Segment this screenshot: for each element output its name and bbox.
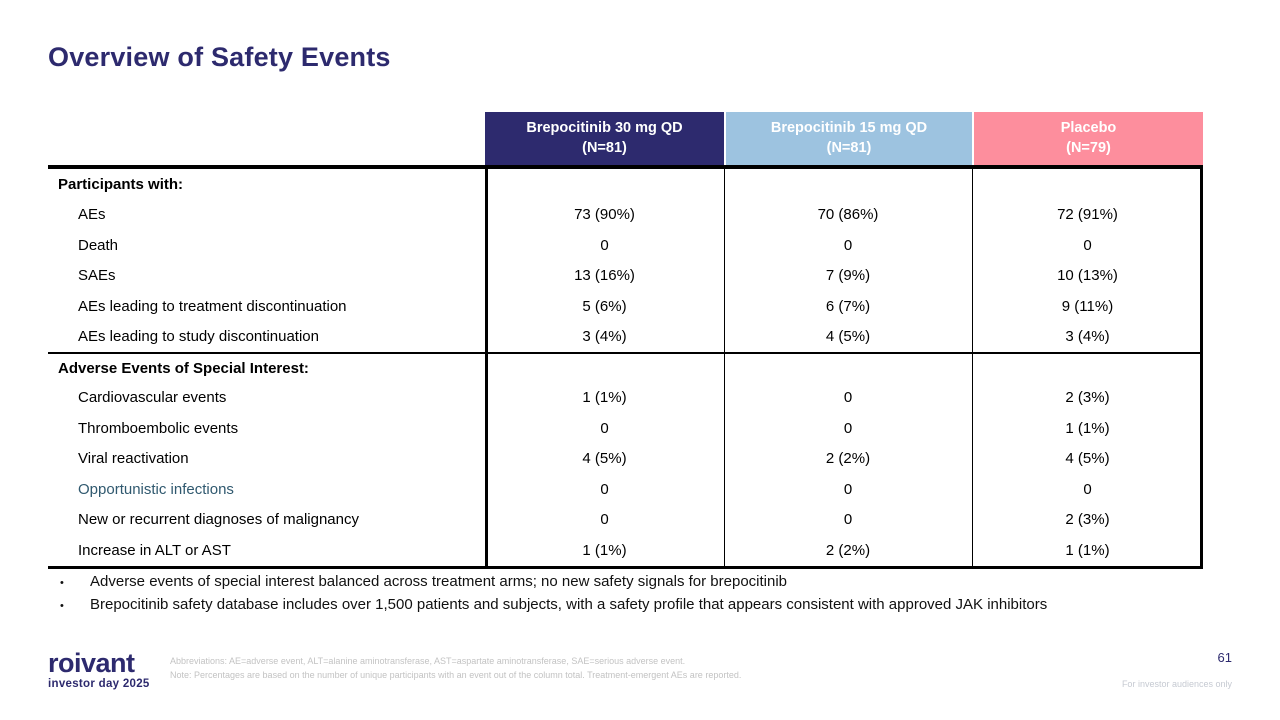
cell-value: 10 (13%) [1057, 267, 1118, 285]
cell-value: 2 (3%) [1065, 389, 1110, 407]
cell-value: 1 (1%) [1065, 541, 1110, 559]
table-row: Thromboembolic events 0 0 1 (1%) [48, 413, 1203, 444]
cell-value: 0 [843, 419, 853, 437]
roivant-logo: roivant investor day 2025 [48, 648, 150, 691]
column-header-line1: Brepocitinib 15 mg QD [770, 119, 928, 136]
row-label: New or recurrent diagnoses of malignancy [78, 511, 359, 529]
table-row: Increase in ALT or AST 1 (1%) 2 (2%) 1 (… [48, 535, 1203, 566]
cell-value: 13 (16%) [574, 267, 635, 285]
audience-disclaimer: For investor audiences only [1121, 679, 1232, 689]
bullet-icon: • [60, 600, 64, 613]
page-number: 61 [1217, 650, 1232, 665]
footnotes: Abbreviations: AE=adverse event, ALT=ala… [170, 655, 741, 682]
table-row: New or recurrent diagnoses of malignancy… [48, 505, 1203, 536]
column-header-line2: (N=81) [582, 139, 627, 156]
table-body: Participants with: AEs 73 (90%) 70 (86%)… [48, 165, 1203, 569]
table-row: SAEs 13 (16%) 7 (9%) 10 (13%) [48, 261, 1203, 292]
section-header: Adverse Events of Special Interest: [58, 359, 309, 377]
row-label: Viral reactivation [78, 450, 189, 468]
row-label: AEs [78, 206, 106, 224]
cell-value: 4 (5%) [1065, 450, 1110, 468]
cell-value: 0 [843, 511, 853, 529]
header-spacer [48, 112, 485, 165]
page-title: Overview of Safety Events [48, 42, 391, 72]
cell-value: 0 [843, 389, 853, 407]
logo-wordmark: roivant [48, 648, 135, 678]
cell-value: 6 (7%) [825, 297, 871, 315]
row-label: Cardiovascular events [78, 389, 227, 407]
row-label: AEs leading to study discontinuation [78, 328, 319, 346]
table-border-right [1200, 169, 1203, 566]
cell-value: 3 (4%) [1065, 328, 1110, 346]
table-border-left [485, 169, 488, 566]
table-row: AEs 73 (90%) 70 (86%) 72 (91%) [48, 200, 1203, 231]
column-header-brepocitinib-15mg: Brepocitinib 15 mg QD (N=81) [724, 112, 972, 165]
table-row: AEs leading to study discontinuation 3 (… [48, 322, 1203, 353]
table-row: Cardiovascular events 1 (1%) 0 2 (3%) [48, 383, 1203, 414]
cell-value: 0 [843, 480, 853, 498]
column-header-placebo: Placebo (N=79) [972, 112, 1203, 165]
bullet-icon: • [60, 577, 64, 589]
cell-value: 2 (3%) [1065, 511, 1110, 529]
logo-subtitle: investor day 2025 [48, 678, 150, 690]
table-row: Death 0 0 0 [48, 230, 1203, 261]
column-header-line1: Brepocitinib 30 mg QD [526, 119, 683, 136]
section-header-row: Participants with: [48, 169, 1203, 200]
table-header-row: Brepocitinib 30 mg QD (N=81) Brepocitini… [48, 112, 1203, 165]
cell-value: 70 (86%) [817, 206, 879, 224]
table-row: AEs leading to treatment discontinuation… [48, 291, 1203, 322]
key-takeaways: • Adverse events of special interest bal… [60, 572, 1180, 619]
row-label: Increase in ALT or AST [78, 541, 231, 559]
safety-events-table: Brepocitinib 30 mg QD (N=81) Brepocitini… [48, 112, 1203, 569]
footnote-abbreviations: Abbreviations: AE=adverse event, ALT=ala… [170, 656, 686, 666]
cell-value: 0 [1083, 236, 1092, 254]
table-row: Viral reactivation 4 (5%) 2 (2%) 4 (5%) [48, 444, 1203, 475]
cell-value: 0 [600, 236, 609, 254]
cell-value: 7 (9%) [825, 267, 871, 285]
cell-value: 4 (5%) [825, 328, 871, 346]
cell-value: 1 (1%) [582, 389, 627, 407]
bullet-item: • Adverse events of special interest bal… [60, 572, 1180, 592]
cell-value: 3 (4%) [582, 328, 627, 346]
column-header-brepocitinib-30mg: Brepocitinib 30 mg QD (N=81) [485, 112, 724, 165]
bullet-text: Brepocitinib safety database includes ov… [90, 596, 1048, 614]
bullet-item: • Brepocitinib safety database includes … [60, 595, 1180, 615]
cell-value: 73 (90%) [574, 206, 635, 224]
column-divider-2 [972, 169, 973, 566]
cell-value: 0 [1083, 480, 1092, 498]
cell-value: 72 (91%) [1057, 206, 1118, 224]
section-header: Participants with: [58, 175, 184, 193]
column-header-line1: Placebo [1060, 119, 1117, 136]
row-label: Thromboembolic events [78, 419, 239, 437]
bullet-text: Adverse events of special interest balan… [90, 573, 788, 590]
cell-value: 5 (6%) [582, 297, 627, 315]
column-header-line2: (N=79) [1066, 139, 1111, 156]
cell-value: 2 (2%) [825, 541, 871, 559]
column-header-line2: (N=81) [826, 139, 872, 156]
cell-value: 1 (1%) [1065, 419, 1110, 437]
cell-value: 0 [600, 511, 609, 529]
cell-value: 1 (1%) [582, 541, 627, 559]
row-label: SAEs [78, 267, 116, 285]
cell-value: 4 (5%) [582, 450, 627, 468]
row-label: AEs leading to treatment discontinuation [78, 297, 347, 315]
cell-value: 9 (11%) [1061, 297, 1114, 315]
section-header-row: Adverse Events of Special Interest: [48, 352, 1203, 383]
cell-value: 0 [843, 236, 853, 254]
footnote-note: Note: Percentages are based on the numbe… [170, 669, 742, 680]
cell-value: 0 [600, 480, 609, 498]
cell-value: 0 [600, 419, 609, 437]
column-divider-1 [724, 169, 725, 566]
cell-value: 2 (2%) [825, 450, 871, 468]
row-label: Death [78, 236, 119, 254]
table-row: Opportunistic infections 0 0 0 [48, 474, 1203, 505]
row-label-opportunistic-infections-link[interactable]: Opportunistic infections [78, 480, 234, 498]
